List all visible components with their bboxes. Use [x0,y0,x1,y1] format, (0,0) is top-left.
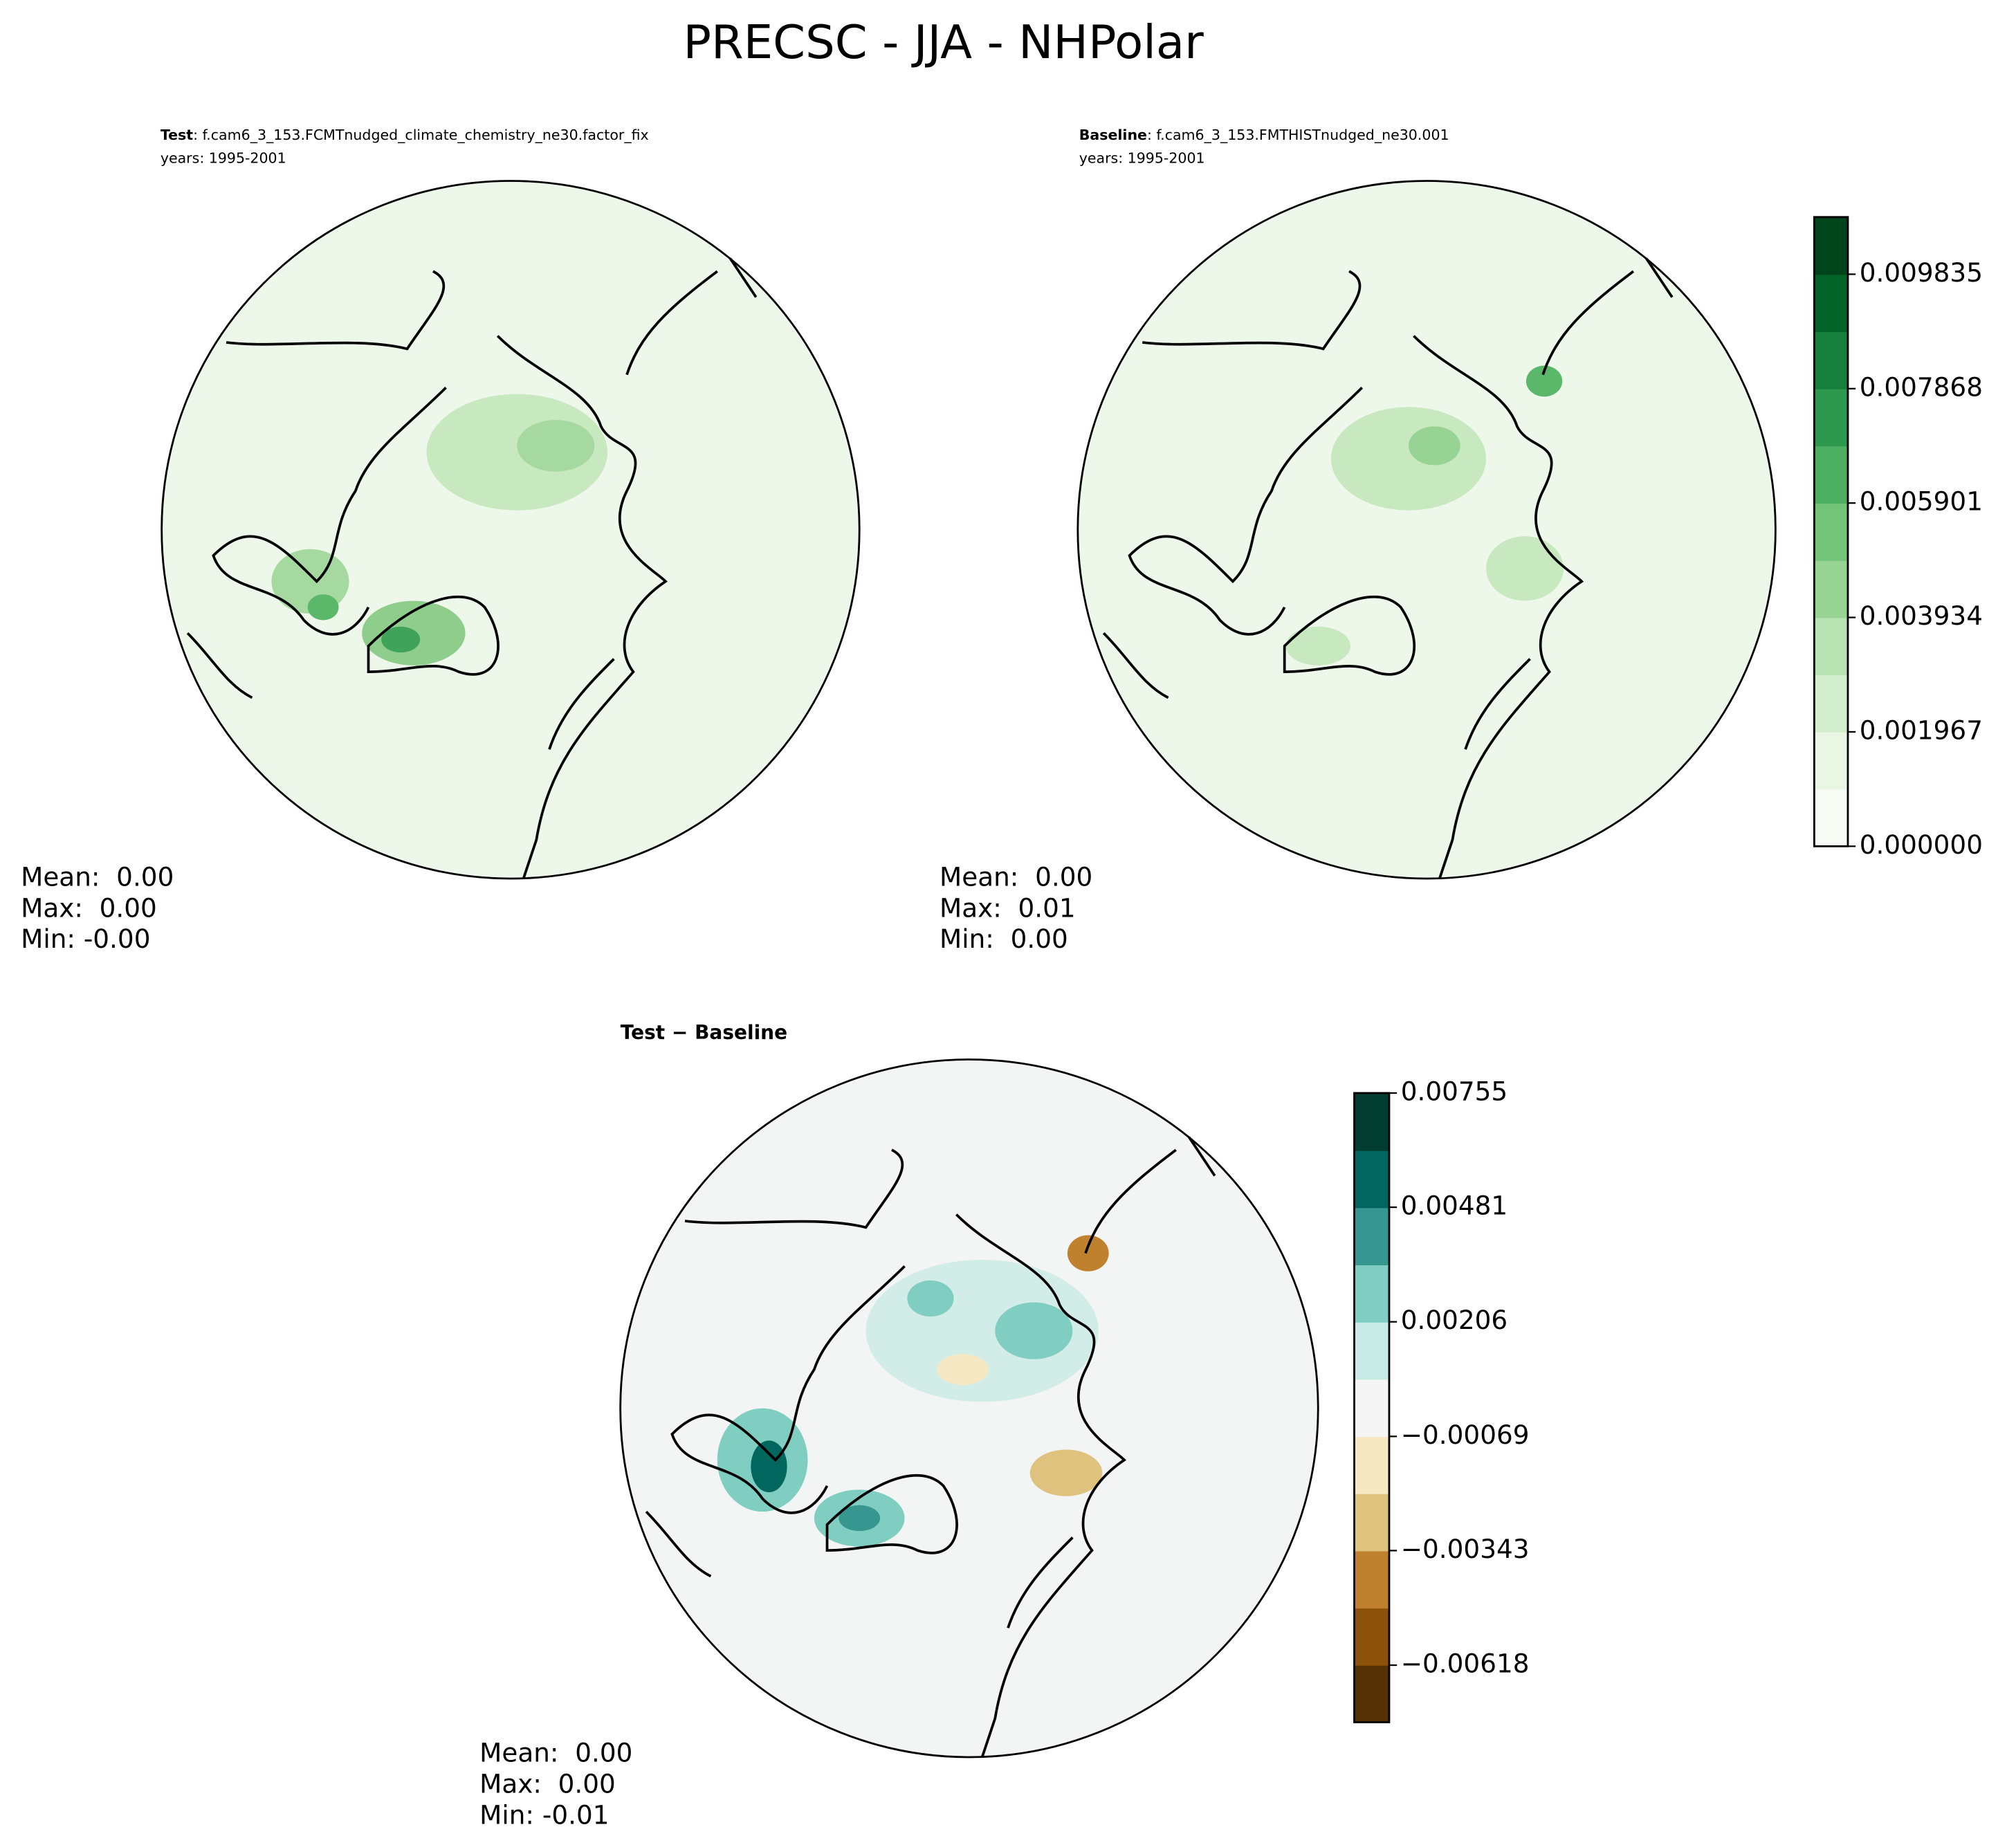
colorbar-frame [1813,216,1849,847]
map-disk [1076,180,1777,880]
panel-case: : f.cam6_3_153.FMTHISTnudged_ne30.001 [1147,127,1449,144]
colorbar-tick-label: 0.000000 [1860,829,1983,860]
colorbar-band [1354,1608,1389,1666]
colorbar-band [1354,1150,1389,1209]
map-disk [619,1058,1319,1759]
stat: Min: 0.00 [940,924,1068,954]
colorbar-band [1814,560,1848,618]
precip-field [1285,365,1564,666]
colorbar-band [1814,331,1848,389]
colorbar-tick-label: 0.00481 [1401,1191,1508,1221]
stat: Mean: 0.00 [21,862,174,892]
panel-label: Test [161,127,193,143]
figure-title: PRECSC - JJA - NHPolar [683,15,1204,69]
stat: Max: 0.01 [940,892,1076,923]
precip-field [271,394,608,666]
panel-years: years: 1995-2001 [1079,150,1205,167]
colorbar-tick-label: 0.009835 [1860,257,1983,288]
colorbar-frame [1353,1092,1391,1723]
panel-difference: Test − Baseline Mean: 0.00 Max: 0.00 Min… [479,1021,1319,1830]
colorbar-band [1814,617,1848,676]
colorbar-band [1814,446,1848,504]
stat: Max: 0.00 [21,892,157,923]
colorbar-band [1814,217,1848,275]
difference-field [717,1235,1109,1547]
colorbar-band [1814,274,1848,333]
colorbar-band [1354,1207,1389,1266]
panel-label: Baseline [1079,127,1147,143]
colorbar-tick-label: −0.00069 [1401,1420,1530,1450]
panel-years: years: 1995-2001 [161,150,286,167]
panel-label: Test − Baseline [621,1021,787,1044]
panel-test: Test: f.cam6_3_153.FCMTnudged_climate_ch… [21,127,861,954]
colorbar-band [1814,789,1848,847]
colorbar-tick-label: 0.005901 [1860,486,1983,517]
colorbar-tick-label: −0.00618 [1401,1649,1530,1679]
colorbar-band [1354,1436,1389,1494]
colorbar-tick-label: 0.003934 [1860,600,1983,631]
stat: Max: 0.00 [479,1769,616,1799]
panel-header: Baseline: f.cam6_3_153.FMTHISTnudged_ne3… [1079,127,1449,144]
colorbar-band [1354,1664,1389,1723]
stat: Min: -0.00 [21,924,150,954]
stat: Mean: 0.00 [940,862,1092,892]
colorbar-tick-label: −0.00343 [1401,1534,1530,1564]
colorbar-band [1354,1265,1389,1323]
colorbar-tick-label: 0.007868 [1860,371,1983,402]
colorbar-tick-label: 0.00206 [1401,1305,1508,1335]
colorbar-band [1814,731,1848,790]
colorbar-band [1354,1321,1389,1380]
colorbar-band [1354,1093,1389,1151]
colorbar-band [1814,388,1848,447]
colorbar-band [1354,1493,1389,1552]
panel-case: : f.cam6_3_153.FCMTnudged_climate_chemis… [193,127,649,144]
colorbar-band [1814,674,1848,733]
map-disk [161,180,861,880]
stat: Min: -0.01 [479,1799,609,1830]
colorbar-band [1354,1550,1389,1609]
panel-header: Test: f.cam6_3_153.FCMTnudged_climate_ch… [161,127,649,144]
colorbar-tick-label: 0.001967 [1860,715,1983,745]
colorbar-band [1354,1379,1389,1438]
colorbar-band [1814,503,1848,561]
panel-baseline: Baseline: f.cam6_3_153.FMTHISTnudged_ne3… [940,127,1777,954]
colorbar-tick-label: 0.00755 [1401,1076,1508,1107]
stat: Mean: 0.00 [479,1738,632,1768]
